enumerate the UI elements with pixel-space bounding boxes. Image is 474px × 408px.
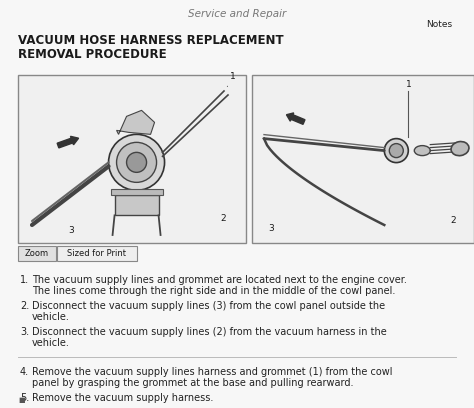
Text: Remove the vacuum supply harness.: Remove the vacuum supply harness. — [32, 393, 213, 403]
Text: 2: 2 — [450, 216, 456, 225]
Text: VACUUM HOSE HARNESS REPLACEMENT: VACUUM HOSE HARNESS REPLACEMENT — [18, 34, 283, 47]
Text: Notes: Notes — [426, 20, 452, 29]
Circle shape — [117, 142, 156, 182]
Bar — [57, 246, 137, 261]
Text: panel by grasping the grommet at the base and pulling rearward.: panel by grasping the grommet at the bas… — [32, 379, 354, 388]
Circle shape — [389, 144, 403, 157]
Bar — [18, 75, 246, 243]
Bar — [18, 246, 56, 261]
Text: 3: 3 — [268, 224, 274, 233]
Text: 1: 1 — [406, 80, 412, 89]
Text: 3.: 3. — [20, 327, 29, 337]
FancyArrow shape — [57, 136, 79, 148]
Ellipse shape — [414, 146, 430, 155]
Text: Disconnect the vacuum supply lines (3) from the cowl panel outside the: Disconnect the vacuum supply lines (3) f… — [32, 301, 385, 311]
Polygon shape — [117, 110, 155, 134]
Text: Disconnect the vacuum supply lines (2) from the vacuum harness in the: Disconnect the vacuum supply lines (2) f… — [32, 327, 387, 337]
Text: vehicle.: vehicle. — [32, 313, 70, 322]
Text: vehicle.: vehicle. — [32, 339, 70, 348]
Text: 2: 2 — [220, 214, 226, 223]
FancyArrow shape — [286, 113, 305, 124]
Circle shape — [109, 134, 164, 191]
Text: ■: ■ — [18, 397, 25, 403]
Text: 2.: 2. — [20, 301, 29, 311]
Text: The lines come through the right side and in the middle of the cowl panel.: The lines come through the right side an… — [32, 286, 395, 297]
Text: Sized for Print: Sized for Print — [67, 249, 127, 258]
Text: REMOVAL PROCEDURE: REMOVAL PROCEDURE — [18, 48, 167, 61]
Circle shape — [384, 139, 408, 163]
Text: 4.: 4. — [20, 367, 29, 377]
Text: The vacuum supply lines and grommet are located next to the engine cover.: The vacuum supply lines and grommet are … — [32, 275, 407, 285]
Text: 3: 3 — [68, 226, 74, 235]
Text: Service and Repair: Service and Repair — [188, 9, 286, 19]
Bar — [115, 195, 159, 215]
Bar — [110, 189, 163, 195]
Bar — [252, 75, 474, 243]
Ellipse shape — [451, 142, 469, 156]
Text: 1: 1 — [228, 72, 236, 86]
Circle shape — [127, 152, 146, 172]
Text: Remove the vacuum supply lines harness and grommet (1) from the cowl: Remove the vacuum supply lines harness a… — [32, 367, 392, 377]
Text: 1.: 1. — [20, 275, 29, 285]
Text: Zoom: Zoom — [25, 249, 49, 258]
Text: 5.: 5. — [20, 393, 29, 403]
